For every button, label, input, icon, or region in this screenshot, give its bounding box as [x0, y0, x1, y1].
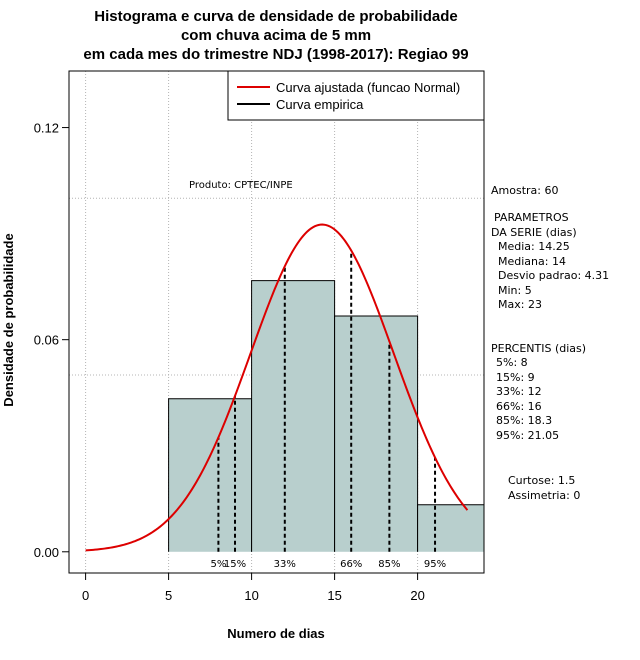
param-sd: Desvio padrao: 4.31: [498, 269, 609, 282]
skewness: Assimetria: 0: [508, 489, 580, 502]
percentile-label-1: 15%: [224, 559, 246, 570]
kurtosis: Curtose: 1.5: [508, 474, 575, 487]
x-tick-label-2: 10: [244, 588, 258, 603]
percentile-label-3: 66%: [340, 559, 362, 570]
percentile-66: 66%: 16: [496, 400, 542, 413]
param-mean: Media: 14.25: [498, 240, 570, 253]
chart-title-line-3: em cada mes do trimestre NDJ (1998-2017)…: [83, 46, 468, 63]
param-min: Min: 5: [498, 284, 532, 297]
histogram-bar-0: [168, 398, 252, 552]
histogram-bar-outline-2: [334, 315, 419, 552]
percentile-label-4: 85%: [378, 559, 400, 570]
legend: Curva ajustada (funcao Normal) Curva emp…: [227, 70, 485, 121]
chart-title-line-1: Histograma e curva de densidade de proba…: [94, 8, 457, 25]
histogram-bars: [168, 280, 485, 552]
y-tick-label-2: 0.12: [34, 121, 59, 136]
legend-label-empirical: Curva empirica: [276, 97, 364, 112]
x-axis: 0 5 10 15 20: [82, 572, 425, 603]
chart-title-line-2: com chuva acima de 5 mm: [181, 27, 371, 44]
side-panel: Amostra: 60 PARAMETROS DA SERIE (dias) M…: [491, 184, 609, 502]
normal-curve-line: [85, 223, 469, 552]
x-tick-label-3: 15: [327, 588, 341, 603]
param-max: Max: 23: [498, 298, 542, 311]
percentile-lines: 5%15% 33% 66% 85% 95%: [210, 250, 446, 570]
percentile-5: 5%: 8: [496, 356, 528, 369]
product-label: Produto: CPTEC/INPE: [189, 180, 293, 191]
histogram-bar-1: [251, 280, 335, 552]
x-tick-label-4: 20: [410, 588, 424, 603]
param-median: Mediana: 14: [498, 255, 566, 268]
y-axis: 0.00 0.06 0.12: [34, 121, 70, 560]
y-axis-label: Densidade de probabilidade: [1, 233, 16, 406]
legend-label-normal: Curva ajustada (funcao Normal): [276, 80, 460, 95]
percentile-label-2: 33%: [274, 559, 296, 570]
params-title-2: DA SERIE (dias): [491, 226, 577, 239]
percentile-33: 33%: 12: [496, 385, 542, 398]
x-tick-label-0: 0: [82, 588, 89, 603]
histogram-bar-2: [334, 315, 418, 552]
histogram-bar-3: [417, 504, 484, 552]
percentile-label-0: 5%: [210, 559, 226, 570]
x-axis-label: Numero de dias: [227, 626, 325, 641]
x-tick-label-1: 5: [165, 588, 172, 603]
percentile-95: 95%: 21.05: [496, 429, 559, 442]
y-tick-label-1: 0.06: [34, 333, 59, 348]
percentile-15: 15%: 9: [496, 371, 535, 384]
percentile-85: 85%: 18.3: [496, 414, 552, 427]
percentiles-title: PERCENTIS (dias): [491, 342, 586, 355]
percentile-label-5: 95%: [424, 559, 446, 570]
sample-size: Amostra: 60: [491, 184, 558, 197]
legend-box: [227, 70, 485, 121]
params-title-1: PARAMETROS: [494, 211, 569, 224]
y-tick-label-0: 0.00: [34, 545, 59, 560]
